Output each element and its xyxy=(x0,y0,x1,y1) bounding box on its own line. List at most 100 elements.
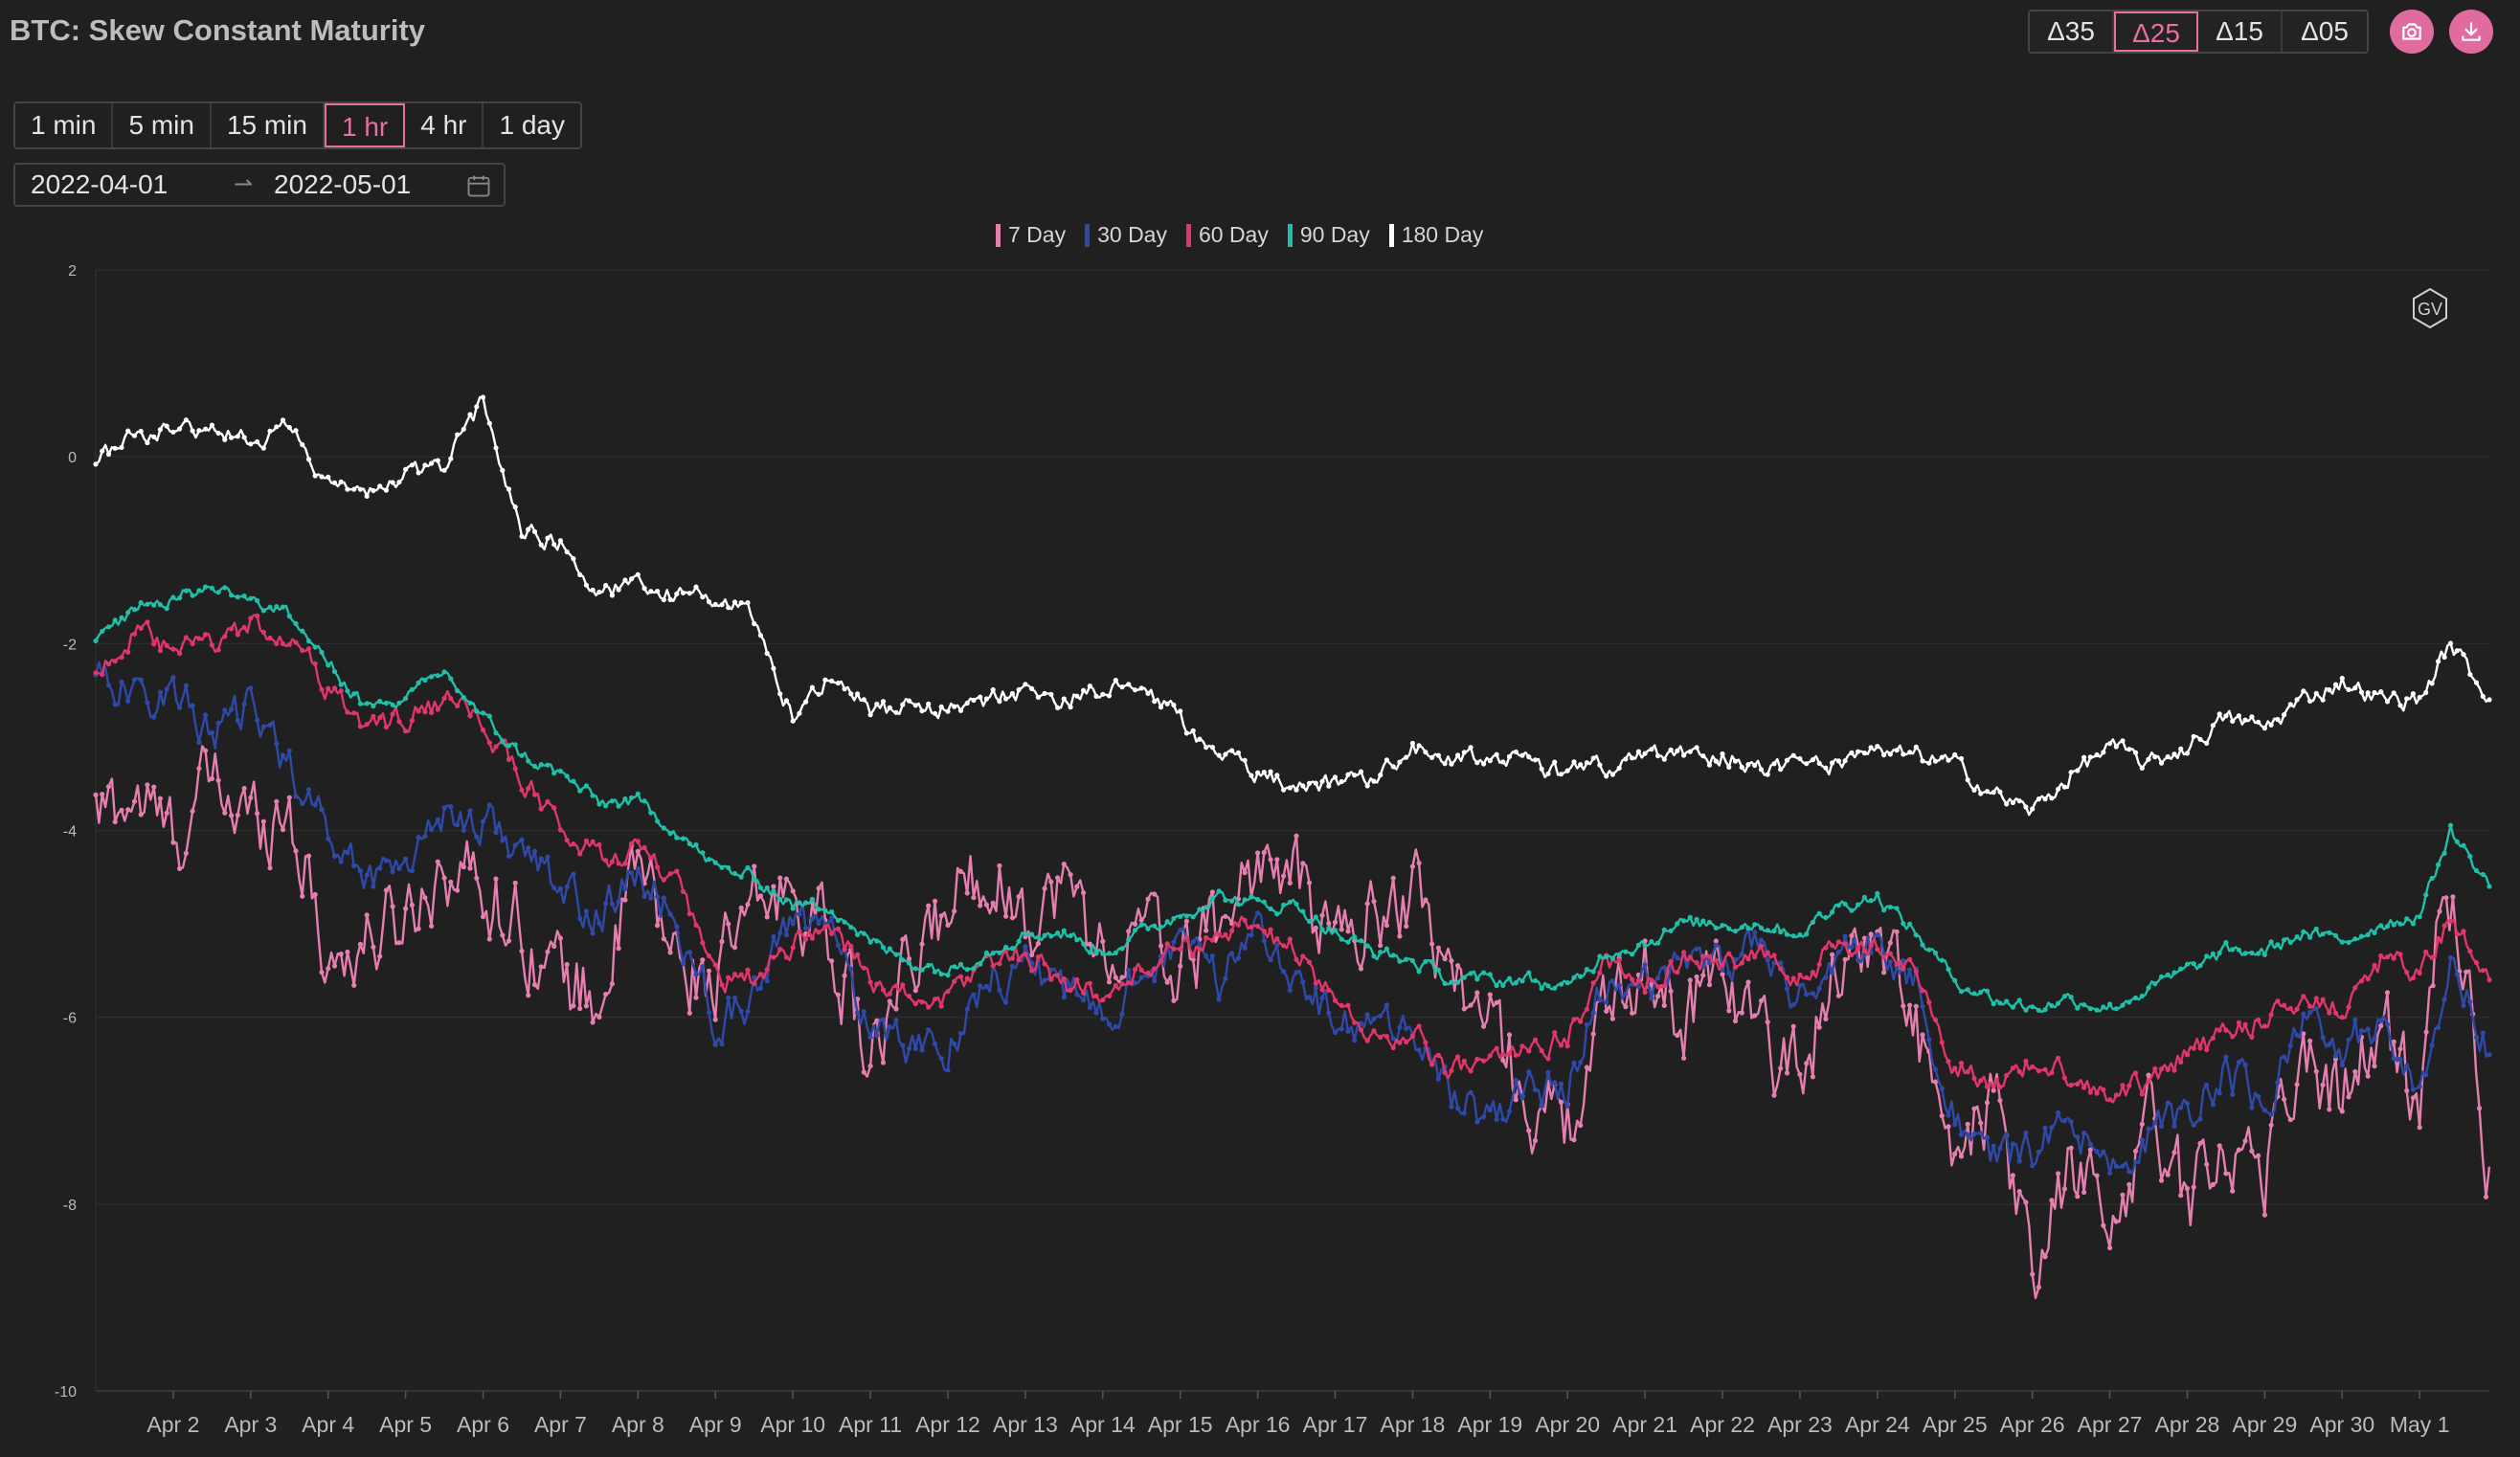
data-point xyxy=(1713,957,1719,963)
data-point xyxy=(661,825,666,831)
legend-item-60day[interactable]: 60 Day xyxy=(1185,222,1269,248)
data-point xyxy=(1939,1040,1945,1045)
data-point xyxy=(1545,1069,1551,1075)
timeframe-1hr-button[interactable]: 1 hr xyxy=(324,103,406,147)
data-point xyxy=(1771,953,1777,958)
data-point xyxy=(757,893,764,899)
data-point xyxy=(1752,922,1758,928)
delta-25-button[interactable]: Δ25 xyxy=(2114,11,2198,52)
data-point xyxy=(1552,1030,1558,1036)
series-180-day[interactable] xyxy=(93,394,2492,817)
data-point xyxy=(2216,1143,2222,1149)
data-point xyxy=(1358,966,1364,972)
data-point xyxy=(1758,925,1765,931)
data-point xyxy=(2339,1015,2345,1020)
data-point xyxy=(1584,967,1589,973)
data-point xyxy=(1604,953,1609,960)
data-point xyxy=(1713,942,1719,948)
data-point xyxy=(305,787,312,793)
data-point xyxy=(700,850,706,856)
data-point xyxy=(1752,930,1758,935)
calendar-icon[interactable] xyxy=(465,172,492,199)
data-point xyxy=(177,595,183,601)
data-point xyxy=(383,725,389,730)
data-point xyxy=(2447,640,2454,646)
timeframe-1day-button[interactable]: 1 day xyxy=(499,110,565,140)
data-point xyxy=(745,864,751,871)
data-point xyxy=(1571,1060,1577,1065)
data-point xyxy=(1378,1034,1384,1041)
data-point xyxy=(2417,694,2422,701)
data-point xyxy=(455,432,461,437)
data-point xyxy=(2178,746,2184,751)
data-point xyxy=(1384,1034,1389,1040)
data-point xyxy=(377,715,383,721)
data-point xyxy=(2268,1122,2274,1128)
data-point xyxy=(2473,960,2480,966)
data-point xyxy=(409,462,415,468)
delta-15-button[interactable]: Δ15 xyxy=(2198,11,2283,52)
data-point xyxy=(2301,929,2306,934)
end-date-input[interactable]: 2022-05-01 xyxy=(274,169,412,199)
legend-item-30day[interactable]: 30 Day xyxy=(1085,222,1167,248)
delta-35-button[interactable]: Δ35 xyxy=(2030,11,2114,52)
series-line[interactable] xyxy=(95,395,2490,817)
screenshot-button[interactable] xyxy=(2390,10,2434,54)
data-point xyxy=(1152,891,1158,897)
data-point xyxy=(777,691,783,697)
timeframe-4hr-button[interactable]: 4 hr xyxy=(405,103,484,147)
data-point xyxy=(790,921,796,927)
data-point xyxy=(809,684,816,690)
data-point xyxy=(1158,958,1164,964)
data-point xyxy=(635,865,641,872)
series-60-day[interactable] xyxy=(93,613,2492,1104)
data-point xyxy=(1081,997,1087,1003)
data-point xyxy=(919,967,925,973)
series-30-day[interactable] xyxy=(93,661,2492,1176)
data-point xyxy=(816,691,821,697)
legend-item-90day[interactable]: 90 Day xyxy=(1287,222,1370,248)
data-point xyxy=(997,987,1002,993)
data-point xyxy=(455,703,461,709)
series-7-day[interactable] xyxy=(93,745,2491,1300)
data-point xyxy=(745,967,751,973)
data-point xyxy=(538,806,544,812)
data-point xyxy=(874,701,880,707)
data-point xyxy=(1397,759,1403,765)
data-point xyxy=(771,665,776,671)
timeframe-15min-button[interactable]: 15 min xyxy=(212,103,325,147)
data-point xyxy=(674,924,680,930)
svg-text:GV: GV xyxy=(2418,300,2442,319)
data-point xyxy=(1765,950,1770,955)
download-button[interactable] xyxy=(2449,10,2493,54)
data-point xyxy=(429,826,435,833)
data-point xyxy=(1758,997,1765,1003)
data-point xyxy=(1390,953,1396,958)
data-point xyxy=(493,830,499,836)
data-point xyxy=(1009,915,1015,921)
timeframe-5min-button[interactable]: 5 min xyxy=(113,103,212,147)
data-point xyxy=(1842,956,1848,962)
data-point xyxy=(1132,980,1138,986)
series-line[interactable] xyxy=(94,745,2491,1300)
data-point xyxy=(771,954,776,960)
start-date-input[interactable]: 2022-04-01 xyxy=(31,169,169,199)
date-range-picker[interactable]: 2022-04-01 ⇀ 2022-05-01 xyxy=(13,163,506,207)
data-point xyxy=(2107,1001,2113,1007)
data-point xyxy=(2410,691,2416,697)
data-point xyxy=(1519,1043,1525,1049)
data-point xyxy=(2126,747,2132,752)
data-point xyxy=(512,766,518,772)
legend-item-180day[interactable]: 180 Day xyxy=(1388,222,1483,248)
data-point xyxy=(842,919,847,925)
delta-05-button[interactable]: Δ05 xyxy=(2283,11,2367,52)
data-point xyxy=(280,604,286,610)
data-point xyxy=(1023,944,1028,950)
data-point xyxy=(2327,1010,2332,1016)
data-point xyxy=(2372,930,2377,936)
series-90-day[interactable] xyxy=(93,584,2492,1014)
legend-item-7day[interactable]: 7 Day xyxy=(996,222,1066,248)
series-line[interactable] xyxy=(94,661,2490,1175)
timeframe-1min-button[interactable]: 1 min xyxy=(15,103,114,147)
